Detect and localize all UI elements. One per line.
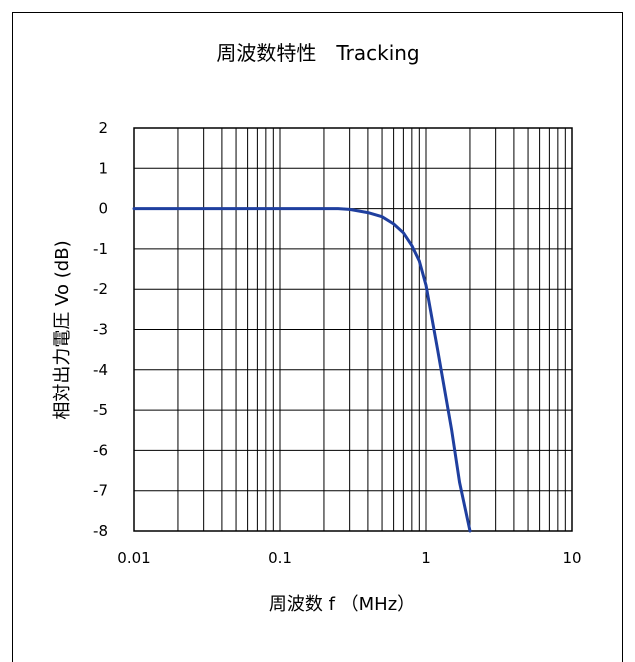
x-tick-label: 1 bbox=[421, 549, 431, 567]
y-tick-label: -6 bbox=[93, 441, 108, 459]
y-tick-label: 2 bbox=[98, 119, 108, 137]
chart-frame bbox=[12, 12, 623, 662]
y-tick-labels: 2 1 0 -1 -2 -3 -4 -5 -6 -7 -8 bbox=[93, 119, 108, 540]
y-tick-label: -5 bbox=[93, 401, 108, 419]
x-tick-labels: 0.01 0.1 1 10 bbox=[117, 549, 581, 567]
y-tick-label: 0 bbox=[98, 200, 108, 218]
y-tick-label: -1 bbox=[93, 240, 108, 258]
y-tick-label: 1 bbox=[98, 159, 108, 177]
x-axis-label: 周波数 f （MHz） bbox=[269, 594, 415, 615]
y-tick-label: -7 bbox=[93, 482, 108, 500]
y-tick-label: -4 bbox=[93, 361, 108, 379]
series-group bbox=[132, 207, 472, 533]
x-tick-label: 0.01 bbox=[117, 549, 150, 567]
x-tick-label: 0.1 bbox=[268, 549, 292, 567]
grid bbox=[134, 127, 572, 532]
chart-title: 周波数特性 Tracking bbox=[216, 41, 419, 65]
x-tick-label: 10 bbox=[562, 549, 581, 567]
y-axis-label: 相対出力電圧 Vo (dB) bbox=[52, 240, 73, 419]
y-tick-label: -8 bbox=[93, 522, 108, 540]
plot-area bbox=[133, 127, 573, 532]
y-tick-label: -3 bbox=[93, 321, 108, 339]
series-line bbox=[132, 207, 472, 533]
y-tick-label: -2 bbox=[93, 280, 108, 298]
